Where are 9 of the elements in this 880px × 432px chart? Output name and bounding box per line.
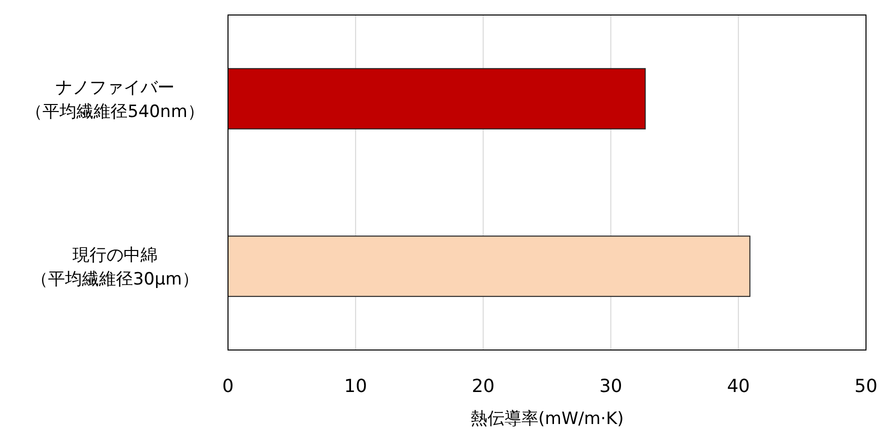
x-tick-label: 40 (726, 376, 750, 397)
y-tick-label: ナノファイバー（平均繊維径540nm） (26, 78, 204, 122)
y-tick-label: 現行の中綿（平均繊維径30μm） (30, 245, 200, 290)
x-axis-title: 熱伝導率(mW/m·K) (470, 409, 624, 429)
x-tick-label: 10 (344, 376, 368, 397)
x-tick-label: 50 (854, 376, 878, 397)
x-tick-label: 30 (599, 376, 622, 397)
x-tick-label: 20 (472, 376, 495, 397)
x-tick-label: 0 (222, 376, 234, 397)
